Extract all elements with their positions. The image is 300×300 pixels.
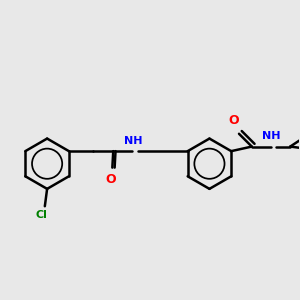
Text: Cl: Cl <box>35 210 47 220</box>
Text: O: O <box>106 172 116 186</box>
Text: NH: NH <box>262 131 281 141</box>
Text: O: O <box>228 114 239 127</box>
Text: NH: NH <box>124 136 142 146</box>
